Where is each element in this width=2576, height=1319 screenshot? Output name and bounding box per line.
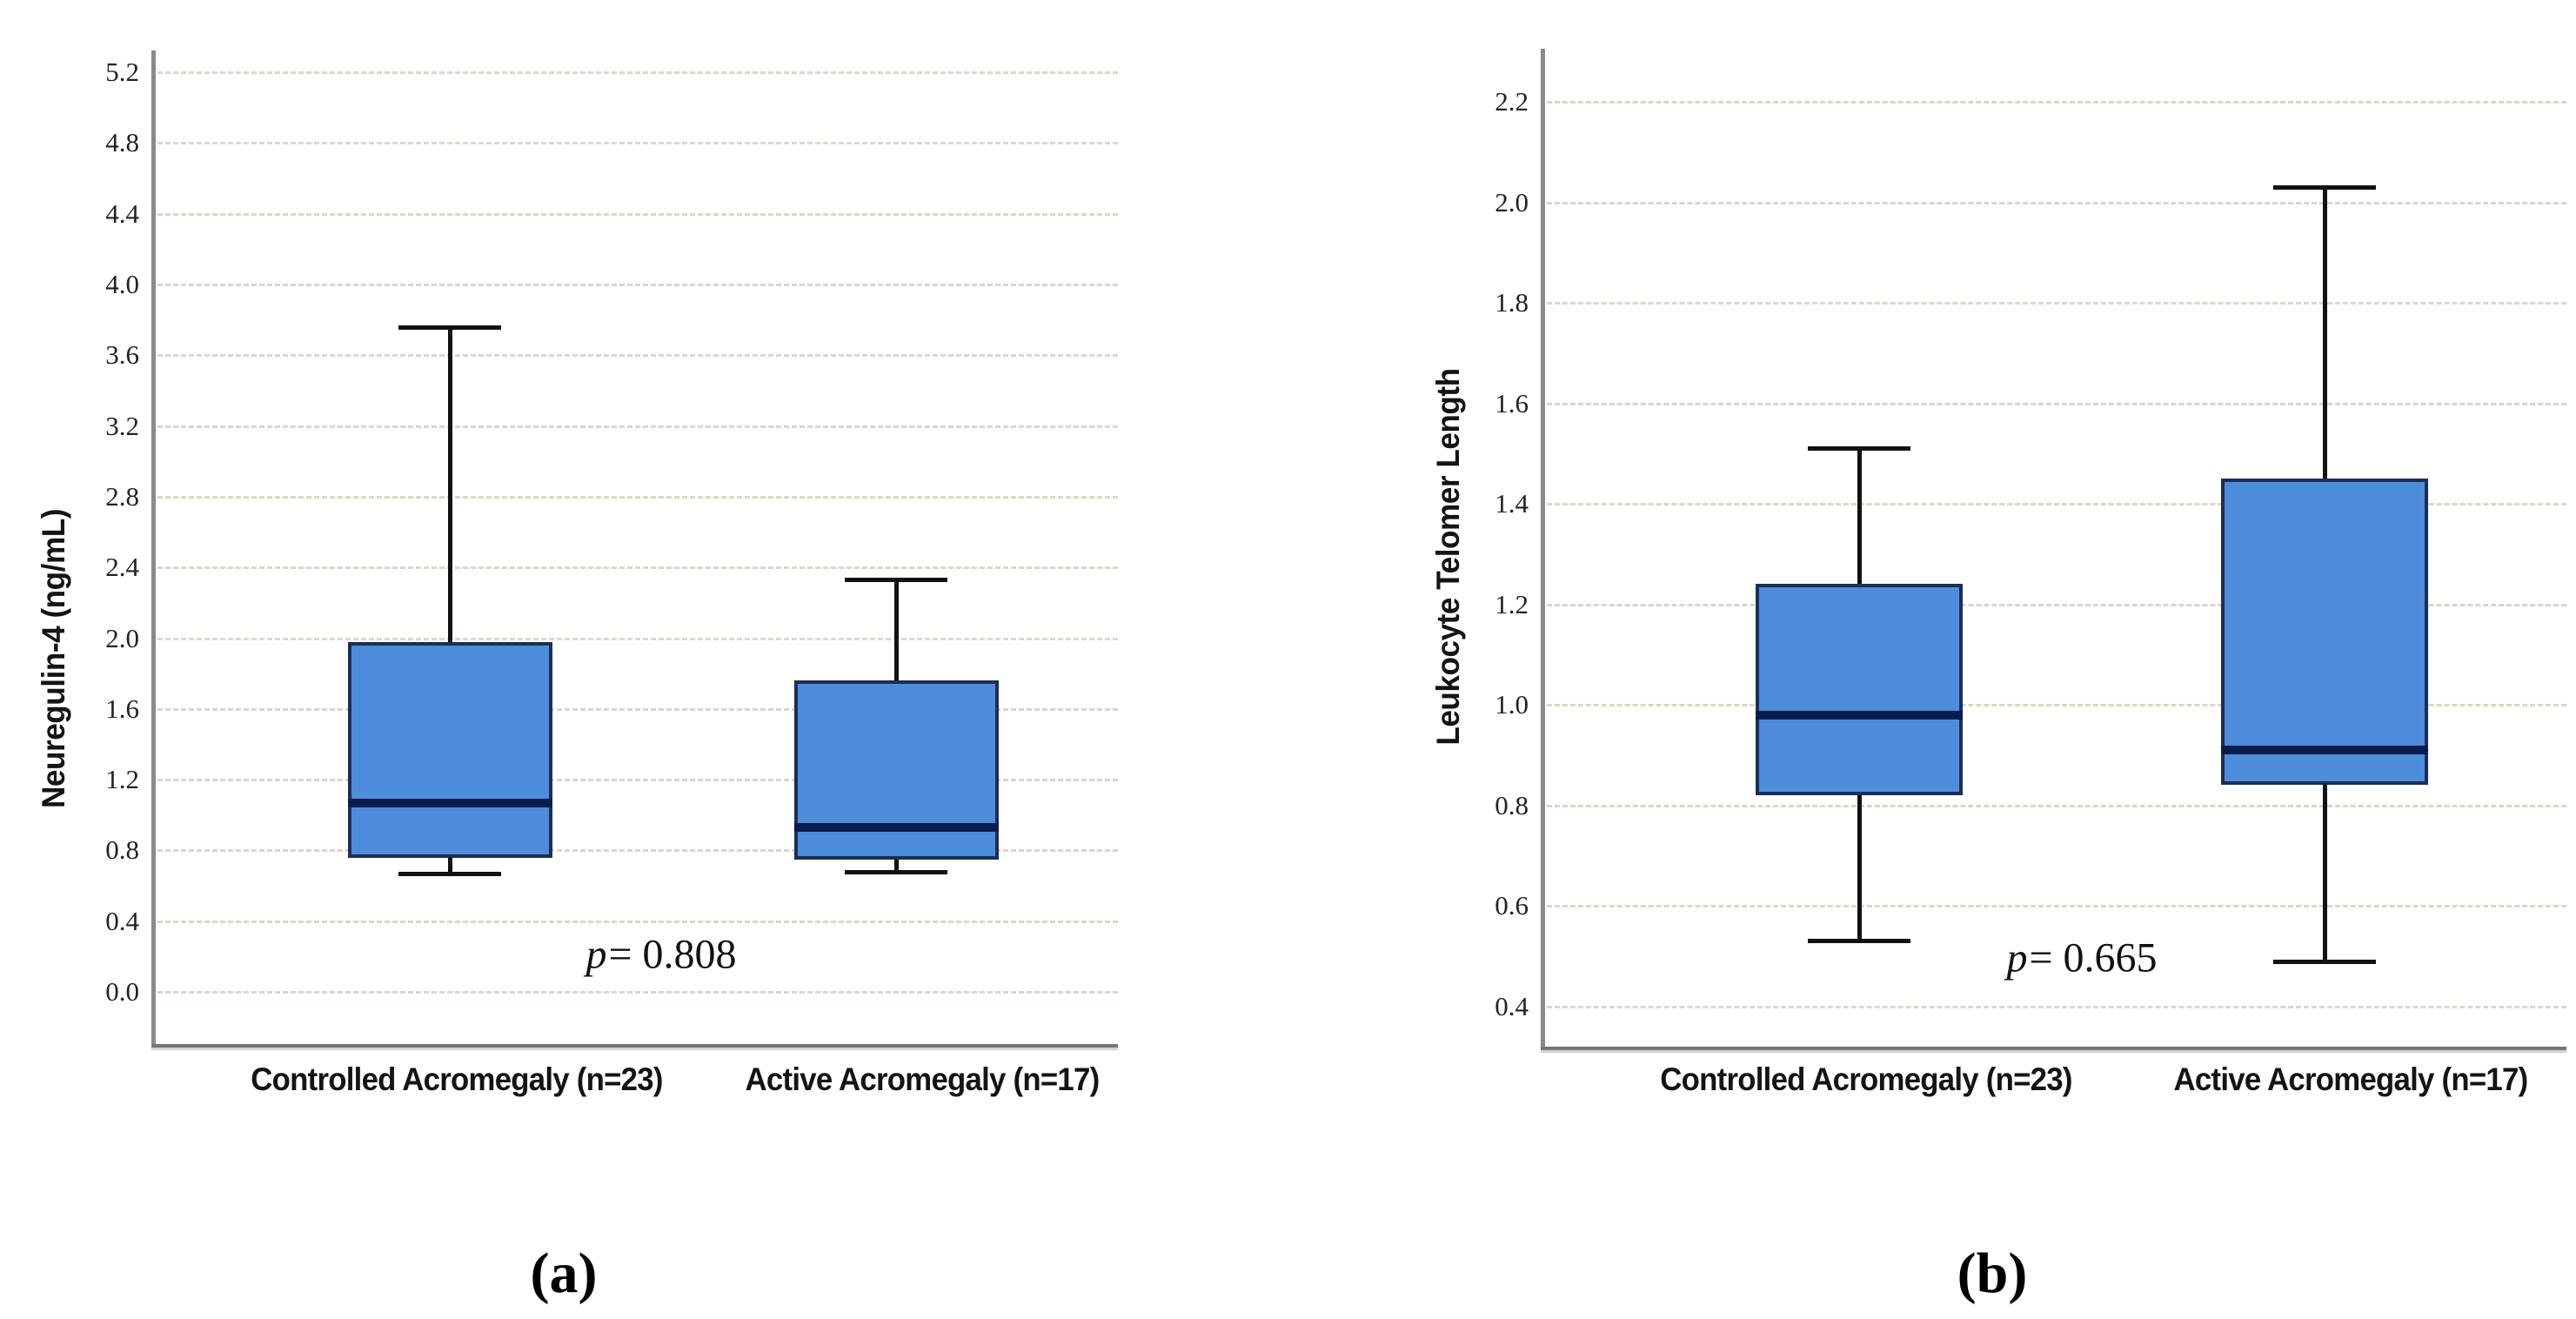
y-tick-label: 2.0 xyxy=(105,622,139,653)
x-axis-line-highlight xyxy=(151,1048,1118,1050)
y-tick-label: 3.2 xyxy=(105,410,139,441)
p-value: = 0.808 xyxy=(608,931,737,978)
panel-caption-b: (b) xyxy=(1957,1242,2028,1305)
gridline xyxy=(157,425,1118,428)
median-line xyxy=(2221,745,2428,754)
gridline xyxy=(1547,603,2566,606)
y-tick-label: 3.6 xyxy=(105,339,139,371)
whisker-upper xyxy=(1857,448,1862,585)
gridline xyxy=(1547,905,2566,907)
y-axis-line xyxy=(1541,49,1545,1049)
x-axis-line xyxy=(1541,1047,2566,1050)
gridline xyxy=(1547,503,2566,506)
whisker-lower xyxy=(894,859,899,872)
p-value-label-b: p= 0.665 xyxy=(2006,934,2157,982)
y-axis-title-b: Leukocyte Telomer Length xyxy=(1430,368,1466,746)
p-symbol: p xyxy=(585,931,607,978)
y-tick-label: 1.6 xyxy=(105,693,139,724)
gridline xyxy=(157,566,1118,570)
iqr-box xyxy=(1756,584,1963,795)
gridline xyxy=(157,71,1118,75)
y-tick-label: 2.8 xyxy=(105,480,139,512)
median-line xyxy=(793,822,999,832)
y-tick-label: 4.4 xyxy=(105,198,139,229)
whisker-upper xyxy=(2323,187,2327,479)
gridline xyxy=(1547,704,2566,706)
x-axis-line xyxy=(151,1044,1118,1048)
gridline xyxy=(1547,1005,2566,1008)
median-line xyxy=(347,798,552,807)
whisker-lower xyxy=(2323,785,2327,961)
y-axis-line xyxy=(151,50,156,1047)
gridline xyxy=(157,991,1118,994)
y-tick-label: 0.4 xyxy=(1495,990,1529,1021)
gridline xyxy=(157,284,1118,286)
gridline xyxy=(157,849,1118,853)
y-tick-label: 1.0 xyxy=(1495,689,1529,720)
gridline xyxy=(157,920,1118,923)
category-label-active-b: Active Acromegaly (n=17) xyxy=(2173,1061,2529,1097)
gridline xyxy=(157,212,1118,216)
y-tick-label: 0.4 xyxy=(105,905,139,936)
y-tick-label: 5.2 xyxy=(105,57,139,88)
gridline xyxy=(157,637,1118,640)
gridline xyxy=(157,354,1118,358)
y-tick-label: 0.6 xyxy=(1495,890,1529,921)
gridline xyxy=(157,495,1118,499)
p-value-label-a: p= 0.808 xyxy=(585,931,736,979)
y-tick-label: 1.8 xyxy=(1495,287,1529,318)
y-tick-label: 0.0 xyxy=(105,976,139,1007)
p-symbol: p xyxy=(2006,934,2028,981)
gridline xyxy=(157,142,1118,145)
iqr-box xyxy=(2221,479,2428,786)
gridline xyxy=(1547,402,2566,405)
y-tick-label: 0.8 xyxy=(1495,789,1529,820)
category-label-controlled-b: Controlled Acromegaly (n=23) xyxy=(1660,1061,2072,1097)
y-tick-label: 2.2 xyxy=(1495,86,1529,117)
category-label-controlled-a: Controlled Acromegaly (n=23) xyxy=(251,1061,663,1097)
median-line xyxy=(1756,710,1963,720)
whisker-cap-upper xyxy=(2273,185,2376,191)
gridline xyxy=(157,707,1118,711)
y-tick-label: 1.4 xyxy=(1495,488,1529,519)
whisker-cap-lower xyxy=(845,869,947,874)
gridline xyxy=(1547,201,2566,204)
y-tick-label: 0.8 xyxy=(105,834,139,866)
p-value: = 0.665 xyxy=(2029,934,2158,981)
y-tick-label: 2.0 xyxy=(1495,186,1529,218)
whisker-cap-upper xyxy=(1808,446,1910,452)
y-tick-label: 2.4 xyxy=(105,552,139,583)
whisker-upper xyxy=(448,326,452,642)
category-label-active-a: Active Acromegaly (n=17) xyxy=(745,1061,1101,1097)
y-tick-label: 1.6 xyxy=(1495,387,1529,418)
gridline xyxy=(157,779,1118,782)
whisker-lower xyxy=(448,857,452,874)
gridline xyxy=(1547,302,2566,305)
whisker-cap-lower xyxy=(2273,959,2376,964)
y-tick-label: 4.8 xyxy=(105,127,139,158)
y-tick-label: 1.2 xyxy=(105,764,139,795)
x-axis-line-highlight xyxy=(1541,1050,2566,1053)
whisker-cap-upper xyxy=(845,578,947,583)
y-tick-label: 4.0 xyxy=(105,269,139,299)
whisker-upper xyxy=(894,579,899,681)
gridline xyxy=(1547,804,2566,807)
whisker-lower xyxy=(1857,794,1862,941)
gridline xyxy=(1547,101,2566,104)
whisker-cap-upper xyxy=(398,325,501,330)
y-tick-label: 1.2 xyxy=(1495,588,1529,619)
whisker-cap-lower xyxy=(1808,939,1910,944)
panel-caption-a: (a) xyxy=(530,1242,598,1305)
whisker-cap-lower xyxy=(398,871,501,876)
iqr-box xyxy=(347,641,552,858)
